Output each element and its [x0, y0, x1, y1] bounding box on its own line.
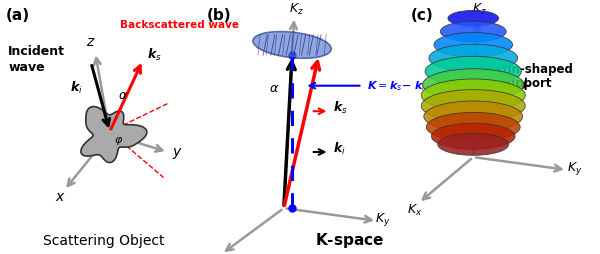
Text: $x$: $x$ [55, 190, 65, 204]
Ellipse shape [421, 80, 525, 112]
Text: (a): (a) [6, 8, 31, 23]
Ellipse shape [424, 102, 523, 132]
Ellipse shape [448, 11, 499, 27]
Ellipse shape [253, 33, 331, 59]
Text: Muffin-shaped
support: Muffin-shaped support [478, 62, 574, 90]
Text: Scattering Object: Scattering Object [43, 233, 164, 247]
Text: $K_z$: $K_z$ [472, 2, 487, 17]
Ellipse shape [438, 134, 509, 156]
Text: Incident
wave: Incident wave [8, 45, 65, 74]
Text: (c): (c) [411, 8, 434, 23]
Text: $\boldsymbol{k}_i$: $\boldsymbol{k}_i$ [334, 140, 346, 156]
Text: $z$: $z$ [86, 35, 96, 49]
Polygon shape [81, 107, 147, 163]
Ellipse shape [422, 70, 524, 101]
Ellipse shape [427, 113, 520, 142]
Ellipse shape [431, 124, 515, 150]
Text: $\alpha$: $\alpha$ [269, 82, 280, 94]
Text: Backscattered wave: Backscattered wave [120, 20, 239, 30]
Text: $\mathbf{K}$-space: $\mathbf{K}$-space [316, 230, 385, 249]
Ellipse shape [434, 34, 512, 58]
Text: $y$: $y$ [172, 145, 182, 160]
Text: $K_y$: $K_y$ [567, 159, 583, 176]
Text: $\boldsymbol{k}_s$: $\boldsymbol{k}_s$ [147, 46, 162, 62]
Text: $K_y$: $K_y$ [376, 210, 391, 227]
Ellipse shape [421, 90, 525, 122]
Text: $\boldsymbol{k}_i$: $\boldsymbol{k}_i$ [70, 80, 83, 96]
Ellipse shape [440, 22, 506, 43]
Ellipse shape [429, 45, 518, 73]
Ellipse shape [425, 57, 521, 87]
Text: $\alpha$: $\alpha$ [118, 89, 128, 102]
Text: $K_z$: $K_z$ [289, 2, 304, 17]
Text: $\boldsymbol{k}_s$: $\boldsymbol{k}_s$ [334, 100, 348, 116]
Text: $\varphi$: $\varphi$ [114, 134, 123, 146]
Text: $\boldsymbol{K}=\boldsymbol{k}_s\mathbf{-}\ \boldsymbol{k}_i$: $\boldsymbol{K}=\boldsymbol{k}_s\mathbf{… [367, 79, 425, 93]
Text: $K_x$: $K_x$ [210, 253, 225, 254]
Text: (b): (b) [207, 8, 232, 23]
Text: $K_x$: $K_x$ [407, 202, 422, 217]
